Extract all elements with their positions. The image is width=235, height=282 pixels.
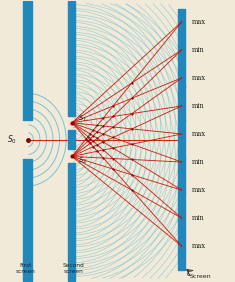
Text: max: max (191, 74, 205, 82)
Text: max: max (191, 242, 205, 250)
Text: Second
screen: Second screen (62, 263, 84, 274)
Text: C: C (187, 272, 191, 277)
Text: $S_2$: $S_2$ (78, 156, 87, 166)
Text: $S_1$: $S_1$ (78, 113, 87, 124)
Text: Screen: Screen (190, 274, 211, 279)
Text: min: min (191, 158, 204, 166)
Text: min: min (191, 214, 204, 222)
Text: $S_0$: $S_0$ (7, 133, 17, 146)
Text: max: max (191, 186, 205, 194)
Text: First
screen: First screen (15, 263, 35, 274)
Text: min: min (191, 46, 204, 54)
Text: max: max (191, 18, 205, 26)
Text: min: min (191, 102, 204, 110)
Text: max: max (191, 130, 205, 138)
